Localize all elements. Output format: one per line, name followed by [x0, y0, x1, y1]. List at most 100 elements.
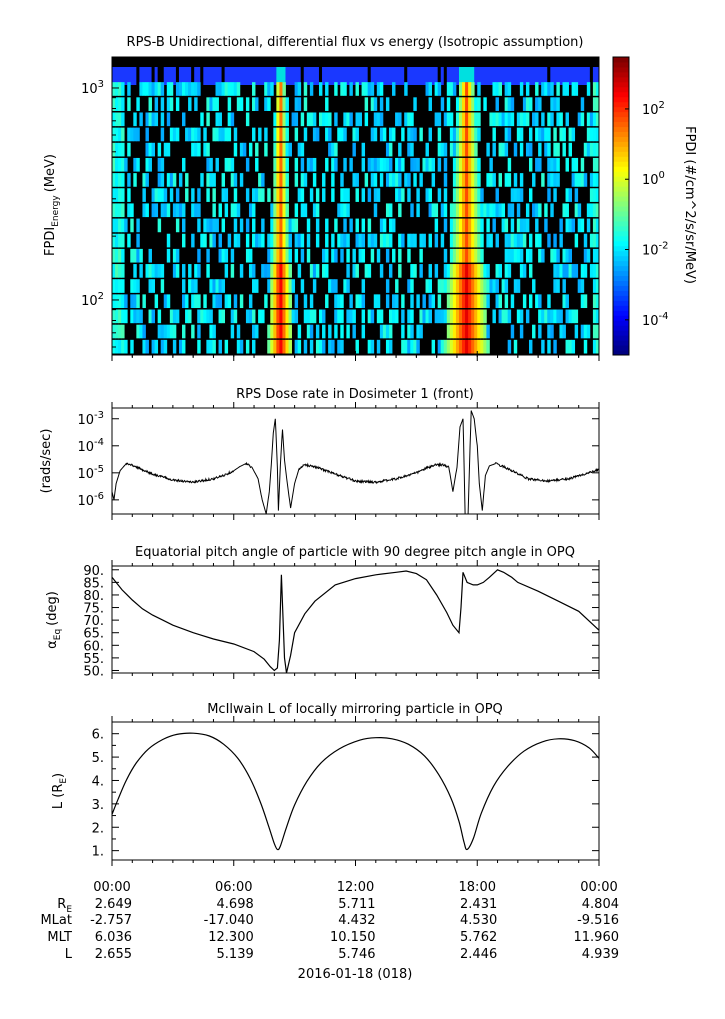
spectrogram-cell [443, 157, 448, 172]
spectrogram-cell [507, 173, 512, 187]
spectrogram-cell [270, 264, 274, 278]
spectrogram-cell [212, 324, 216, 339]
spectrogram-cell [212, 218, 216, 233]
spectrogram-cell [312, 157, 317, 172]
spectrogram-top-band-cell [191, 67, 195, 85]
spectrogram-cell [483, 203, 487, 218]
spectrogram-top-band-cell [392, 67, 396, 85]
spectrogram-cell [395, 157, 399, 172]
spectrogram-cell [559, 264, 563, 278]
spectrogram-cell [258, 233, 262, 248]
spectrogram-cell [182, 233, 186, 248]
spectrogram-cell [376, 339, 381, 354]
spectrogram-cell [279, 324, 283, 339]
spectrogram-cell [562, 294, 566, 309]
spectrogram-cell [209, 173, 213, 187]
spectrogram-cell [392, 218, 396, 233]
spectrogram-cell [215, 97, 219, 111]
spectrogram-cell [471, 233, 475, 248]
spectrogram-cell [270, 279, 274, 293]
spectrogram-cell [413, 339, 417, 354]
spectrogram-cell [525, 97, 530, 111]
spectrogram-cell [525, 142, 530, 157]
spectrogram-cell [565, 339, 569, 354]
spectrogram-cell [252, 309, 256, 324]
spectrogram-top-band-cell [358, 67, 363, 85]
spectrogram-cell [480, 218, 484, 233]
spectrogram-cell [279, 248, 283, 263]
spectrogram-top-band-cell [519, 67, 524, 85]
spectrogram-top-band-cell [586, 67, 591, 85]
spectrogram-cell [157, 309, 162, 324]
spectrogram-cell [364, 264, 369, 278]
spectrogram-cell [465, 188, 469, 202]
spectrogram-cell [197, 324, 201, 339]
spectrogram-cell [197, 188, 201, 202]
spectrogram-cell [294, 97, 299, 111]
colorbar-tick-label: 100 [642, 170, 665, 188]
spectrogram-cell [501, 203, 506, 218]
spectrogram-cell [379, 127, 384, 142]
spectrogram-cell [182, 112, 186, 127]
spectrogram-cell [538, 157, 542, 172]
spectrogram-cell [112, 82, 116, 96]
spectrogram-cell [553, 127, 557, 142]
colorbar-segment [613, 131, 629, 137]
spectrogram-cell [297, 233, 302, 248]
spectrogram-cell [589, 112, 594, 127]
spectrogram-cell [474, 339, 478, 354]
spectrogram-cell [474, 188, 478, 202]
spectrogram-cell [550, 324, 554, 339]
spectrogram-cell [331, 233, 335, 248]
colorbar-segment [613, 91, 629, 98]
spectrogram-cell [118, 339, 122, 354]
spectrogram-cell [200, 112, 204, 127]
spectrogram-cell [112, 188, 116, 202]
spectrogram-cell [562, 248, 566, 263]
spectrogram-cell [358, 112, 362, 127]
spectrogram-cell [118, 309, 122, 324]
spectrogram-cell [465, 339, 469, 354]
spectrogram-top-band-cell [166, 67, 171, 85]
spectrogram-cell [337, 309, 341, 324]
spectrogram-top-band-cell [446, 67, 451, 85]
spectrogram-cell [273, 203, 277, 218]
spectrogram-cell [550, 97, 554, 111]
spectrogram-cell [236, 97, 241, 111]
spectrogram-cell [465, 173, 469, 187]
spectrogram-cell [185, 82, 189, 96]
spectrogram-cell [413, 127, 417, 142]
spectrogram-cell [468, 248, 472, 263]
spectrogram-cell [522, 97, 527, 111]
spectrogram-cell [288, 279, 292, 293]
spectrogram-cell [279, 309, 283, 324]
colorbar-segment [613, 161, 629, 167]
spectrogram-cell [589, 203, 594, 218]
spectrogram-cell [385, 203, 390, 218]
spectrogram-cell [303, 339, 308, 354]
spectrogram-cell [175, 264, 180, 278]
spectrogram-cell [486, 339, 490, 354]
spectrogram-cell [273, 173, 277, 187]
dose-rate-y-tick-label: 10-4 [77, 437, 104, 455]
spectrogram-cell [458, 127, 463, 142]
spectrogram-cell [455, 188, 460, 202]
spectrogram-cell [443, 112, 448, 127]
spectrogram-cell [209, 339, 213, 354]
spectrogram-cell [197, 218, 201, 233]
spectrogram-cell [458, 142, 463, 157]
spectrogram-top-band-cell [595, 67, 600, 85]
spectrogram-cell [471, 127, 475, 142]
spectrogram-top-band-cell [544, 67, 548, 85]
spectrogram-cell [255, 157, 259, 172]
spectrogram-top-band-cell [565, 67, 570, 85]
spectrogram-cell [483, 97, 487, 111]
spectrogram-cell [118, 97, 122, 111]
spectrogram-cell [382, 127, 387, 142]
spectrogram-top-band-cell [352, 67, 356, 85]
spectrogram-cell [169, 127, 174, 142]
spectrogram-cell [285, 218, 289, 233]
spectrogram-cell [355, 294, 359, 309]
spectrogram-cell [452, 157, 457, 172]
spectrogram-cell [577, 218, 582, 233]
